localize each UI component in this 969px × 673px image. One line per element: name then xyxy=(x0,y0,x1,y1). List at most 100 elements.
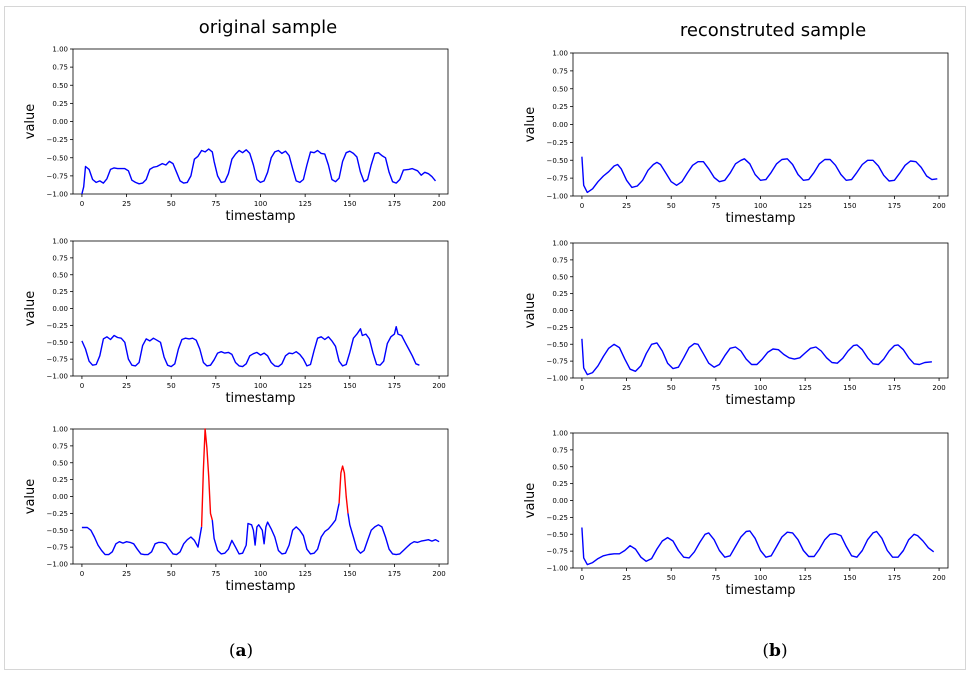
x-tick-label: 125 xyxy=(798,384,811,392)
x-axis-label: timestamp xyxy=(225,209,295,224)
y-tick-label: −0.75 xyxy=(547,175,568,183)
plot-frame xyxy=(572,432,949,569)
x-tick-label: 125 xyxy=(298,200,311,208)
y-tick-label: 0.50 xyxy=(552,273,568,281)
y-tick-label: 0.75 xyxy=(552,256,568,264)
x-tick-label: 50 xyxy=(167,570,176,578)
y-tick-label: −0.25 xyxy=(47,322,68,330)
y-tick-label: −0.25 xyxy=(547,139,568,147)
anomaly-segment-line xyxy=(338,465,349,514)
y-tick-label: 0.75 xyxy=(52,442,68,450)
chart-original-2: 0 25 50 75 100 125 150 175 200 −1.00 −0.75 −0.50 −0.… xyxy=(23,238,449,406)
caption-a: (a) xyxy=(228,641,254,661)
x-tick-label: 50 xyxy=(667,384,676,392)
y-tick-label: 1.00 xyxy=(552,50,568,58)
chart-reconstructed-2: 0 25 50 75 100 125 150 175 200 −1.00 −0.75 −0.50 −0.… xyxy=(523,240,949,408)
series-line xyxy=(581,156,938,194)
y-tick-label: −0.50 xyxy=(47,527,68,535)
x-tick-label: 125 xyxy=(298,382,311,390)
x-tick-label: 100 xyxy=(254,570,267,578)
x-axis-label: timestamp xyxy=(225,579,295,594)
x-axis-label: timestamp xyxy=(225,391,295,406)
x-tick-label: 25 xyxy=(622,574,631,582)
x-tick-label: 0 xyxy=(580,384,584,392)
x-tick-label: 100 xyxy=(754,384,767,392)
series-line xyxy=(81,326,420,368)
y-tick-label: 1.00 xyxy=(52,46,68,54)
y-tick-label: −0.75 xyxy=(547,548,568,556)
x-tick-label: 0 xyxy=(80,570,84,578)
x-tick-label: 0 xyxy=(580,202,584,210)
x-tick-label: 150 xyxy=(843,202,856,210)
x-tick-label: 175 xyxy=(388,200,401,208)
y-tick-label: −0.25 xyxy=(47,510,68,518)
series-line xyxy=(581,527,935,566)
y-tick-label: −1.00 xyxy=(547,193,568,201)
x-tick-label: 75 xyxy=(211,570,220,578)
y-tick-label: −0.25 xyxy=(547,324,568,332)
x-tick-label: 175 xyxy=(888,202,901,210)
x-tick-label: 150 xyxy=(343,382,356,390)
right-column-title: reconstruted sample xyxy=(679,20,867,41)
x-tick-label: 175 xyxy=(888,574,901,582)
y-tick-label: 0.00 xyxy=(52,493,68,501)
y-tick-label: 0.00 xyxy=(552,307,568,315)
series-line xyxy=(211,503,340,555)
x-tick-label: 50 xyxy=(167,200,176,208)
chart-original-3: 0 25 50 75 100 125 150 175 200 −1.00 −0.75 −0.50 −0.… xyxy=(23,426,449,594)
x-tick-label: 25 xyxy=(622,202,631,210)
x-tick-label: 200 xyxy=(932,384,945,392)
chart-reconstructed-1: 0 25 50 75 100 125 150 175 200 −1.00 −0.75 −0.50 −0.… xyxy=(523,50,949,226)
y-tick-label: −1.00 xyxy=(547,565,568,573)
x-tick-label: 50 xyxy=(167,382,176,390)
y-axis-label: value xyxy=(23,104,38,140)
x-tick-label: 150 xyxy=(343,200,356,208)
x-tick-label: 25 xyxy=(622,384,631,392)
y-tick-label: 0.00 xyxy=(52,305,68,313)
x-tick-label: 75 xyxy=(711,574,720,582)
y-tick-label: −0.75 xyxy=(47,172,68,180)
x-tick-label: 150 xyxy=(843,574,856,582)
y-tick-label: −0.50 xyxy=(47,154,68,162)
y-tick-label: 1.00 xyxy=(552,240,568,248)
x-tick-label: 75 xyxy=(711,202,720,210)
y-axis-label: value xyxy=(523,483,538,519)
x-tick-label: 0 xyxy=(580,574,584,582)
x-tick-label: 200 xyxy=(932,574,945,582)
x-tick-label: 125 xyxy=(798,202,811,210)
y-tick-label: 0.75 xyxy=(552,446,568,454)
series-line xyxy=(581,338,932,376)
x-tick-label: 75 xyxy=(211,382,220,390)
x-axis-label: timestamp xyxy=(725,393,795,408)
left-column-title: original sample xyxy=(198,17,338,38)
x-tick-label: 75 xyxy=(211,200,220,208)
y-axis-label: value xyxy=(23,291,38,327)
x-tick-label: 50 xyxy=(667,574,676,582)
y-axis-label: value xyxy=(523,293,538,329)
x-tick-label: 125 xyxy=(298,570,311,578)
y-tick-label: 0.00 xyxy=(552,497,568,505)
x-tick-label: 200 xyxy=(432,200,445,208)
chart-reconstructed-3: 0 25 50 75 100 125 150 175 200 −1.00 −0.75 −0.50 −0.… xyxy=(523,430,949,598)
x-tick-label: 100 xyxy=(254,382,267,390)
x-tick-label: 25 xyxy=(122,570,131,578)
plot-frame xyxy=(572,52,949,197)
x-tick-label: 0 xyxy=(80,200,84,208)
y-tick-label: −1.00 xyxy=(47,191,68,199)
y-tick-label: 0.25 xyxy=(552,290,568,298)
x-tick-label: 200 xyxy=(432,382,445,390)
y-tick-label: 0.25 xyxy=(52,288,68,296)
y-tick-label: 0.50 xyxy=(52,82,68,90)
anomaly-segment-line xyxy=(200,428,213,527)
figure-frame xyxy=(4,6,966,670)
x-tick-label: 175 xyxy=(388,570,401,578)
y-tick-label: 0.25 xyxy=(552,480,568,488)
y-tick-label: −0.50 xyxy=(547,157,568,165)
x-tick-label: 100 xyxy=(754,202,767,210)
x-tick-label: 175 xyxy=(388,382,401,390)
x-tick-label: 150 xyxy=(343,570,356,578)
y-tick-label: −0.50 xyxy=(547,531,568,539)
y-tick-label: 0.00 xyxy=(552,121,568,129)
y-tick-label: −1.00 xyxy=(547,375,568,383)
x-axis-label: timestamp xyxy=(725,211,795,226)
